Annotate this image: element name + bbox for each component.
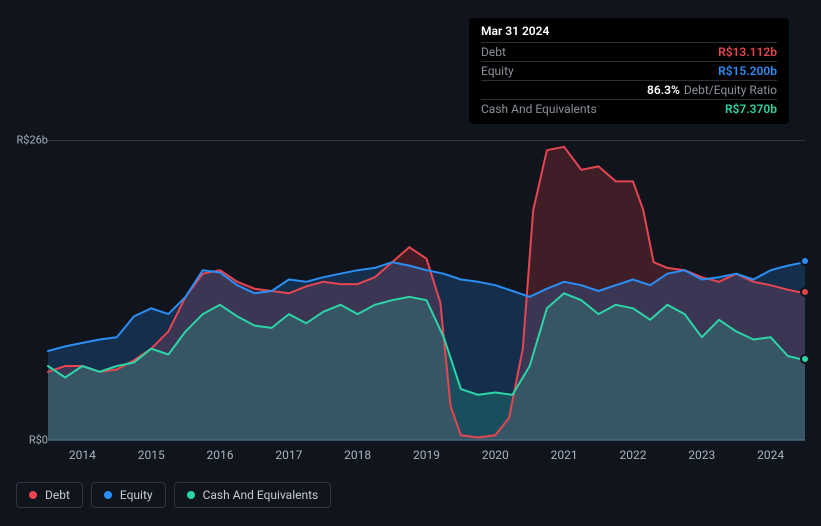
x-axis-label: 2024 (757, 448, 784, 462)
series-end-marker (800, 354, 810, 364)
series-end-marker (800, 256, 810, 266)
tooltip-row-value: 86.3% (647, 83, 680, 97)
chart-legend: Debt Equity Cash And Equivalents (16, 482, 331, 508)
tooltip-row: Equity R$15.200b (481, 61, 777, 80)
tooltip-row-value: R$13.112b (718, 45, 777, 59)
legend-label: Equity (120, 488, 153, 502)
x-axis-label: 2015 (138, 448, 165, 462)
tooltip-row-value: R$7.370b (725, 102, 777, 116)
legend-item-equity[interactable]: Equity (91, 482, 166, 508)
tooltip-row-suffix: Debt/Equity Ratio (684, 83, 777, 97)
legend-dot-cash (187, 491, 195, 499)
chart-svg (48, 141, 805, 441)
tooltip-row-label: Equity (481, 64, 514, 78)
y-axis-label: R$0 (29, 434, 48, 447)
legend-label: Cash And Equivalents (203, 488, 319, 502)
legend-label: Debt (45, 488, 70, 502)
chart-plot-area (48, 140, 805, 440)
x-axis-label: 2023 (688, 448, 715, 462)
legend-item-cash[interactable]: Cash And Equivalents (174, 482, 332, 508)
tooltip-row: 86.3% Debt/Equity Ratio (481, 80, 777, 99)
chart-tooltip: Mar 31 2024 Debt R$13.112b Equity R$15.200b… (469, 18, 789, 124)
x-axis-label: 2019 (413, 448, 440, 462)
x-axis-label: 2020 (482, 448, 509, 462)
x-axis-label: 2018 (344, 448, 371, 462)
x-axis-label: 2022 (619, 448, 646, 462)
legend-item-debt[interactable]: Debt (16, 482, 83, 508)
tooltip-row-label: Cash And Equivalents (481, 102, 597, 116)
series-end-marker (800, 287, 810, 297)
x-axis-label: 2021 (551, 448, 578, 462)
x-axis-label: 2016 (207, 448, 234, 462)
y-axis-label: R$26b (16, 134, 48, 147)
tooltip-row-label: Debt (481, 45, 506, 59)
legend-dot-debt (29, 491, 37, 499)
tooltip-date: Mar 31 2024 (481, 24, 777, 42)
legend-dot-equity (104, 491, 112, 499)
tooltip-row-value: R$15.200b (718, 64, 777, 78)
tooltip-row: Cash And Equivalents R$7.370b (481, 99, 777, 118)
x-axis-label: 2017 (275, 448, 302, 462)
x-axis-label: 2014 (69, 448, 96, 462)
tooltip-row: Debt R$13.112b (481, 42, 777, 61)
